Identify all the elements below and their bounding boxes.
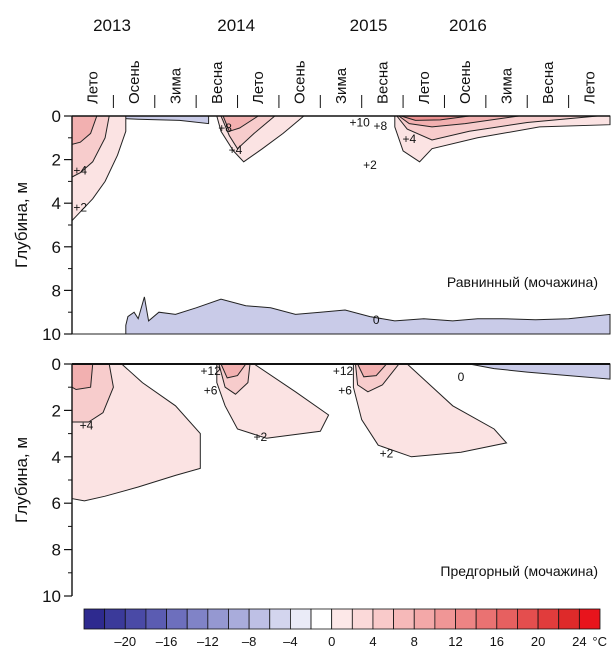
colorbar-swatch: [372, 608, 394, 630]
year-label: 2014: [217, 16, 255, 35]
colorbar-unit: °С: [592, 634, 607, 649]
contour-label: +6: [338, 384, 352, 398]
contour-label: +10: [349, 116, 370, 130]
year-label: 2015: [350, 16, 388, 35]
y-tick-label: 8: [52, 541, 61, 560]
year-label: 2013: [93, 16, 131, 35]
year-label: 2016: [449, 16, 487, 35]
panel-title-bottom: Предгорный (мочажина): [440, 563, 598, 579]
y-tick-label: 0: [52, 355, 61, 374]
contour-label: +6: [204, 384, 218, 398]
y-tick-label: 6: [52, 494, 61, 513]
plot-area: [72, 116, 610, 334]
colorbar-swatch: [393, 608, 415, 630]
contour-label: +12: [333, 364, 354, 378]
contour-label: +8: [218, 121, 232, 135]
colorbar-swatch: [434, 608, 456, 630]
colorbar-swatch: [248, 608, 271, 630]
contour-label: 0: [458, 370, 465, 384]
y-tick-label: 2: [52, 401, 61, 420]
colorbar-swatch: [537, 608, 560, 630]
colorbar-swatch: [186, 608, 209, 630]
colorbar-swatch: [558, 608, 580, 630]
colorbar-tick-label: 8: [411, 634, 418, 649]
y-tick-label: 2: [52, 151, 61, 170]
colorbar-swatch: [455, 608, 477, 630]
colorbar-tick-label: –4: [283, 634, 297, 649]
colorbar-swatch: [310, 608, 333, 630]
contour-label: +4: [73, 164, 87, 178]
y-tick-label: 8: [52, 281, 61, 300]
colorbar-swatch: [413, 608, 436, 630]
contour-label: +2: [380, 446, 394, 460]
colorbar-tick-label: 12: [448, 634, 462, 649]
colorbar-swatch: [475, 608, 498, 630]
colorbar-swatch: [269, 608, 291, 630]
colorbar-swatch: [578, 608, 601, 630]
colorbar-tick-label: –20: [114, 634, 136, 649]
colorbar-swatch: [124, 608, 147, 630]
season-label: Зима: [333, 67, 350, 104]
season-label: Осень: [292, 60, 309, 104]
colorbar-swatch: [496, 608, 518, 630]
y-tick-label: 10: [42, 325, 61, 344]
season-label: Осень: [126, 60, 143, 104]
colorbar-swatch: [145, 608, 167, 630]
season-label: Весна: [209, 61, 226, 104]
season-label: Весна: [540, 61, 557, 104]
colorbar: –20 –16 –12 –8 –4 0 4 8 12 16 20 24 °С: [83, 608, 607, 649]
warm-2015-2: [352, 363, 508, 458]
colorbar-swatch: [104, 608, 126, 630]
season-label: Зима: [167, 67, 184, 104]
y-tick-label: 10: [42, 587, 61, 606]
warm-2013-8: [71, 363, 94, 391]
colorbar-swatch: [351, 608, 374, 630]
season-label: Лето: [85, 71, 102, 104]
contour-label: +2: [363, 158, 377, 172]
colorbar-swatch: [228, 608, 250, 630]
colorbar-swatch: [517, 608, 539, 630]
colorbar-swatch: [207, 608, 229, 630]
y-tick-label: 6: [52, 238, 61, 257]
colorbar-tick-label: 4: [369, 634, 376, 649]
colorbar-swatch: [83, 608, 106, 630]
contour-label: 0: [373, 313, 380, 327]
contour-label: +8: [373, 119, 387, 133]
season-label: Осень: [457, 60, 474, 104]
season-label: Лето: [250, 71, 267, 104]
y-tick-label: 4: [52, 194, 61, 213]
year-labels: 2013 2014 2015 2016: [93, 16, 487, 35]
y-axis-label-bottom: Глубина, м: [12, 437, 31, 523]
colorbar-tick-label: –12: [197, 634, 219, 649]
contour-label: +2: [253, 430, 267, 444]
colorbar-tick-label: 24: [572, 634, 586, 649]
season-label: Зима: [499, 67, 516, 104]
colorbar-tick-label: –8: [242, 634, 256, 649]
colorbar-tick-label: 0: [328, 634, 335, 649]
season-label: Лето: [416, 71, 433, 104]
contour-label: +12: [200, 364, 221, 378]
colorbar-swatch: [166, 608, 188, 630]
panel-title-top: Равнинный (мочажина): [447, 274, 598, 290]
y-tick-label: 4: [52, 448, 61, 467]
contour-label: +4: [402, 132, 416, 146]
y-axis-label-top: Глубина, м: [12, 182, 31, 268]
contour-label: +4: [80, 418, 94, 432]
colorbar-swatch: [331, 608, 353, 630]
season-label: Весна: [374, 61, 391, 104]
plot-panel-bottom: 0 2 4 6 8 10 +4 +12 +6 +2 +12 +6 +2 0: [42, 355, 611, 606]
season-labels: Лето Осень Зима Весна Лето Осень Зима Весна Лето…: [85, 60, 598, 108]
contour-label: +4: [229, 143, 243, 157]
frozen-zone: [72, 296, 611, 335]
colorbar-tick-label: –16: [156, 634, 178, 649]
colorbar-tick-label: 16: [490, 634, 504, 649]
season-label: Лето: [581, 71, 598, 104]
contour-label: +2: [73, 201, 87, 215]
colorbar-tick-label: 20: [531, 634, 545, 649]
colorbar-swatch: [289, 608, 312, 630]
y-tick-label: 0: [52, 107, 61, 126]
